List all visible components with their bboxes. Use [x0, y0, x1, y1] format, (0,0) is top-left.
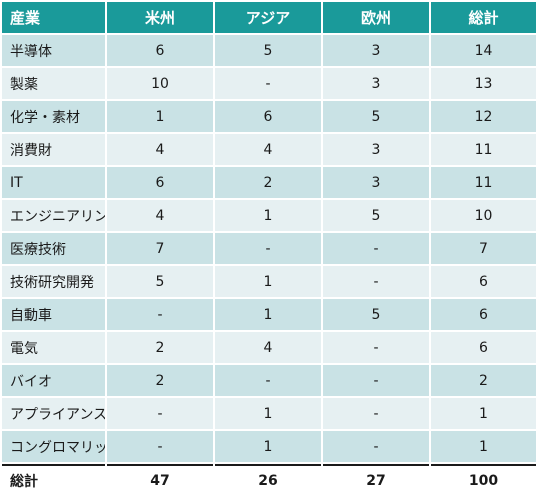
- cell-europe: -: [323, 365, 429, 396]
- table-row: バイオ 2 - - 2: [2, 365, 536, 396]
- cell-americas: 6: [107, 167, 213, 198]
- cell-total: 2: [431, 365, 536, 396]
- cell-europe: 5: [323, 101, 429, 132]
- table-header-row: 産業 米州 アジア 欧州 総計: [2, 2, 536, 33]
- cell-asia: 5: [215, 35, 321, 66]
- cell-europe: 5: [323, 299, 429, 330]
- cell-americas: 10: [107, 68, 213, 99]
- table-row: アプライアンス - 1 - 1: [2, 398, 536, 429]
- cell-total: 10: [431, 200, 536, 231]
- cell-total: 14: [431, 35, 536, 66]
- cell-asia: -: [215, 365, 321, 396]
- row-label: 製薬: [2, 68, 105, 99]
- row-label: バイオ: [2, 365, 105, 396]
- cell-asia: 1: [215, 299, 321, 330]
- row-label: 医療技術: [2, 233, 105, 264]
- table-row: 医療技術 7 - - 7: [2, 233, 536, 264]
- cell-asia: 6: [215, 101, 321, 132]
- column-header-asia: アジア: [215, 2, 321, 33]
- table-body: 半導体 6 5 3 14 製薬 10 - 3 13 化学・素材 1 6 5 12…: [2, 35, 536, 462]
- cell-americas: -: [107, 398, 213, 429]
- cell-asia: 1: [215, 431, 321, 462]
- total-total: 100: [431, 464, 536, 496]
- total-label: 総計: [2, 464, 105, 496]
- cell-asia: 4: [215, 332, 321, 363]
- cell-total: 1: [431, 398, 536, 429]
- column-header-total: 総計: [431, 2, 536, 33]
- row-label: 化学・素材: [2, 101, 105, 132]
- row-label: 自動車: [2, 299, 105, 330]
- row-label: コングロマリット: [2, 431, 105, 462]
- row-label: 消費財: [2, 134, 105, 165]
- cell-europe: -: [323, 332, 429, 363]
- cell-americas: -: [107, 299, 213, 330]
- total-americas: 47: [107, 464, 213, 496]
- table-row: エンジニアリング 4 1 5 10: [2, 200, 536, 231]
- row-label: エンジニアリング: [2, 200, 105, 231]
- total-europe: 27: [323, 464, 429, 496]
- cell-total: 13: [431, 68, 536, 99]
- cell-asia: -: [215, 68, 321, 99]
- cell-asia: 1: [215, 398, 321, 429]
- cell-europe: 3: [323, 167, 429, 198]
- column-header-americas: 米州: [107, 2, 213, 33]
- cell-total: 11: [431, 167, 536, 198]
- total-asia: 26: [215, 464, 321, 496]
- cell-americas: 4: [107, 200, 213, 231]
- cell-total: 6: [431, 266, 536, 297]
- table-row: 半導体 6 5 3 14: [2, 35, 536, 66]
- cell-total: 11: [431, 134, 536, 165]
- cell-europe: -: [323, 431, 429, 462]
- cell-americas: 1: [107, 101, 213, 132]
- cell-asia: 1: [215, 266, 321, 297]
- row-label: 電気: [2, 332, 105, 363]
- cell-total: 6: [431, 299, 536, 330]
- cell-asia: 1: [215, 200, 321, 231]
- table-row: 消費財 4 4 3 11: [2, 134, 536, 165]
- cell-americas: 2: [107, 365, 213, 396]
- cell-asia: 2: [215, 167, 321, 198]
- cell-europe: -: [323, 233, 429, 264]
- cell-europe: 3: [323, 134, 429, 165]
- table-row: 電気 2 4 - 6: [2, 332, 536, 363]
- cell-total: 7: [431, 233, 536, 264]
- cell-europe: 3: [323, 68, 429, 99]
- table-row: コングロマリット - 1 - 1: [2, 431, 536, 462]
- table-row: 製薬 10 - 3 13: [2, 68, 536, 99]
- cell-americas: 4: [107, 134, 213, 165]
- cell-americas: -: [107, 431, 213, 462]
- total-row: 総計 47 26 27 100: [2, 464, 536, 496]
- cell-americas: 6: [107, 35, 213, 66]
- cell-americas: 7: [107, 233, 213, 264]
- cell-europe: 3: [323, 35, 429, 66]
- row-label: 半導体: [2, 35, 105, 66]
- cell-europe: 5: [323, 200, 429, 231]
- table-row: 自動車 - 1 5 6: [2, 299, 536, 330]
- column-header-europe: 欧州: [323, 2, 429, 33]
- cell-americas: 2: [107, 332, 213, 363]
- cell-total: 1: [431, 431, 536, 462]
- cell-total: 12: [431, 101, 536, 132]
- cell-europe: -: [323, 398, 429, 429]
- cell-americas: 5: [107, 266, 213, 297]
- cell-total: 6: [431, 332, 536, 363]
- cell-europe: -: [323, 266, 429, 297]
- row-label: 技術研究開発: [2, 266, 105, 297]
- cell-asia: 4: [215, 134, 321, 165]
- row-label: IT: [2, 167, 105, 198]
- table-row: 化学・素材 1 6 5 12: [2, 101, 536, 132]
- column-header-industry: 産業: [2, 2, 105, 33]
- cell-asia: -: [215, 233, 321, 264]
- row-label: アプライアンス: [2, 398, 105, 429]
- table-row: 技術研究開発 5 1 - 6: [2, 266, 536, 297]
- table-row: IT 6 2 3 11: [2, 167, 536, 198]
